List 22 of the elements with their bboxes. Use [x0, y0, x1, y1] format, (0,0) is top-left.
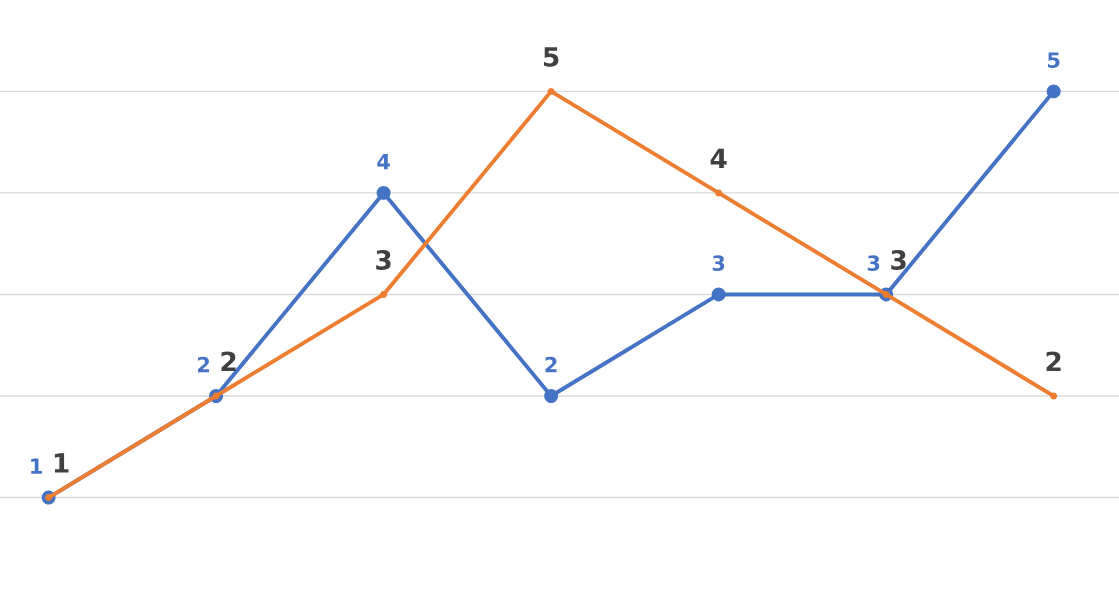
- point: [1046, 84, 1061, 99]
- data-label: 1: [54, 453, 69, 473]
- data-label: 3: [712, 255, 725, 271]
- data-label: 2: [1046, 351, 1061, 372]
- data-label: 5: [1048, 52, 1060, 68]
- point: [715, 189, 723, 197]
- data-label: 3: [376, 249, 391, 270]
- data-label: 5: [543, 47, 559, 67]
- point: [711, 287, 726, 302]
- data-label: 3: [891, 249, 906, 270]
- data-label: 1: [31, 458, 42, 474]
- point: [380, 290, 388, 298]
- data-label: 4: [710, 148, 727, 168]
- data-label: 2: [221, 351, 236, 372]
- point: [1050, 392, 1058, 400]
- data-label: 2: [197, 356, 210, 373]
- point: [547, 87, 555, 95]
- data-label: 4: [377, 153, 390, 170]
- point: [376, 185, 391, 200]
- point: [544, 389, 559, 403]
- data-label: 3: [867, 255, 880, 271]
- data-label: 2: [545, 356, 557, 373]
